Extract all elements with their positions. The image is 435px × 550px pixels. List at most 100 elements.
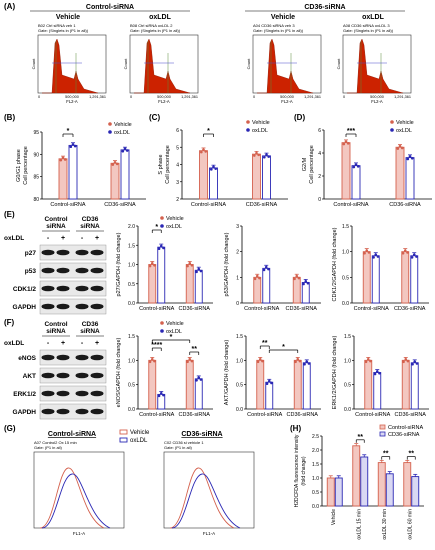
bar <box>256 359 265 410</box>
data-point <box>59 158 63 162</box>
bar <box>148 264 157 304</box>
data-point <box>148 264 152 268</box>
y-tick-label: 1.5 <box>344 334 351 340</box>
legend-label: oxLDL <box>166 224 182 230</box>
y-tick-label: 90 <box>33 152 39 158</box>
legend-label: Vehicle <box>166 216 184 222</box>
chart-e-p53: 0 1 2 3 p53/GAPDH (fold change) Control-siRNA… <box>224 224 321 312</box>
bar <box>110 162 120 200</box>
x-tick-label: 500,000 <box>370 95 384 99</box>
column-label: Vehicle <box>271 14 295 21</box>
y-tick-label: 0 <box>318 197 321 203</box>
y-axis-label: eNOS/GAPDH (fold change) <box>116 337 122 407</box>
legend-label: Vehicle <box>130 430 150 436</box>
data-point <box>210 168 213 171</box>
data-point <box>305 360 309 363</box>
bar <box>302 362 311 410</box>
treatment-sign: - <box>81 340 84 347</box>
bar <box>326 477 335 507</box>
blot-band <box>75 267 89 274</box>
significance-label: * <box>282 344 285 351</box>
data-point <box>262 268 266 272</box>
data-point <box>125 149 129 152</box>
chart-e-p27: 0.0 0.5 1.0 1.5 2.0 p27/GAPDH (fold change) Co… <box>116 216 213 312</box>
data-point <box>374 253 378 256</box>
chart-f-akt: 0.0 0.5 1.0 1.5 AKT/GAPDH (fold change) Contr… <box>224 334 321 418</box>
blot-header: siRNA <box>80 328 100 335</box>
blot-band <box>75 249 89 256</box>
blot-band <box>90 285 104 292</box>
data-point <box>415 362 419 365</box>
data-point <box>293 277 296 281</box>
data-point <box>365 249 369 252</box>
x-tick-label: CD36-siRNA <box>394 306 426 312</box>
x-tick-label: CD36-siRNA <box>389 202 421 208</box>
y-tick-label: 0.0 <box>236 407 243 413</box>
blot-band <box>41 390 55 397</box>
chart-b-g0g1: 80 85 90 95 G0/G1 phase Cell percentage Contro… <box>16 122 146 208</box>
panel-label-h: (H) <box>290 424 302 433</box>
data-point <box>372 256 375 259</box>
oxldl-curve <box>171 473 241 529</box>
data-point <box>410 256 414 259</box>
blot-band <box>90 249 104 256</box>
bar <box>293 359 302 410</box>
protein-label: eNOS <box>18 355 36 362</box>
data-point <box>195 378 198 382</box>
legend-marker <box>379 431 386 437</box>
y-axis-label: p53/GAPDH (fold change) <box>224 232 230 296</box>
data-point <box>153 359 156 363</box>
blot-strip <box>39 403 107 420</box>
blot-band <box>75 390 89 397</box>
significance-label: * <box>155 224 158 231</box>
data-point <box>150 357 154 361</box>
data-point <box>267 155 270 158</box>
data-point <box>265 382 269 385</box>
protein-label: GAPDH <box>13 304 37 311</box>
panel-label-d: (D) <box>294 113 306 122</box>
blot-header: CD36 <box>82 321 99 328</box>
data-point <box>188 357 192 361</box>
y-tick-label: 2.5 <box>312 434 319 440</box>
data-point <box>297 276 301 280</box>
bar <box>385 473 394 507</box>
bar <box>292 276 301 304</box>
data-point <box>197 267 201 271</box>
legend-marker <box>390 128 394 132</box>
blot-band <box>90 390 104 397</box>
data-point <box>265 153 268 157</box>
column-label: Vehicle <box>56 14 80 21</box>
legend-marker <box>160 224 164 228</box>
data-point <box>410 156 414 160</box>
blot-strip <box>39 244 107 261</box>
data-point <box>303 362 306 366</box>
data-point <box>302 282 305 286</box>
y-tick-label: 95 <box>33 130 39 136</box>
data-point <box>123 147 127 151</box>
plot-gate: Gate: (Singlets in (P1 in all)) <box>253 28 304 33</box>
data-point <box>354 163 358 166</box>
y-tick-label: 2.0 <box>312 448 319 454</box>
significance-label: ** <box>262 340 268 347</box>
blot-band <box>90 372 104 379</box>
plot-title: CD36-siRNA <box>181 431 222 438</box>
chart-d-g2m: 0 2 4 6 G2/M Cell percentage Control-siRNA CD36… <box>302 120 432 208</box>
plot-gate: Gate: (Singlets in (P1 in all)) <box>130 28 181 33</box>
data-point <box>296 357 300 361</box>
legend-label: Vehicle <box>396 120 414 126</box>
blot-band <box>56 267 70 274</box>
data-point <box>255 274 259 278</box>
y-tick-label: 1.0 <box>128 263 135 269</box>
bar <box>360 456 369 507</box>
y-axis-label: p27/GAPDH (fold change) <box>116 232 122 296</box>
data-point <box>369 359 372 363</box>
data-point <box>212 165 215 169</box>
data-point <box>148 360 152 364</box>
blot-band <box>56 249 70 256</box>
blot-strip <box>39 298 107 315</box>
x-tick-label: 1,291,361 <box>304 95 321 99</box>
data-point <box>298 359 302 363</box>
y-axis-label: Count <box>246 58 251 70</box>
data-point <box>295 274 299 278</box>
